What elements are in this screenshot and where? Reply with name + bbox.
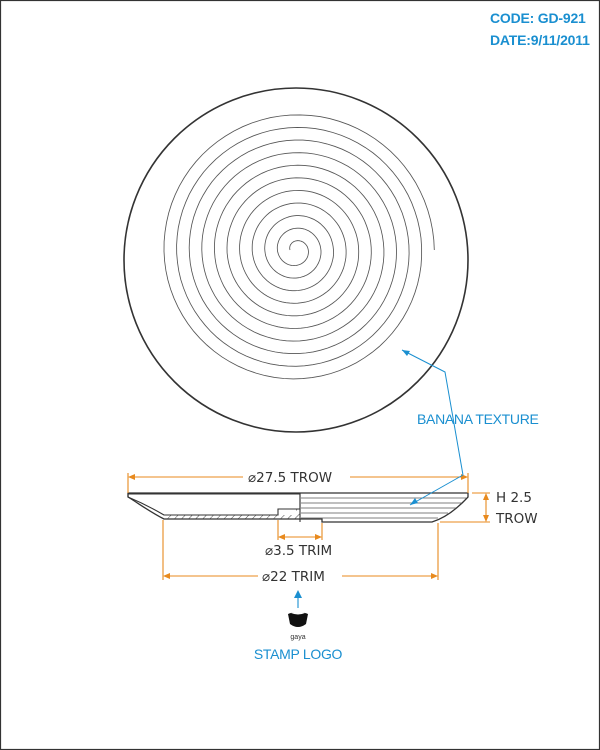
stamp-logo-leader bbox=[294, 590, 302, 608]
plate-rim bbox=[123, 87, 469, 433]
height-label-line2: TROW bbox=[495, 511, 538, 527]
base-diameter-label: ⌀22 TRIM bbox=[262, 569, 325, 585]
plate-profile-outline bbox=[127, 492, 469, 523]
banana-texture-spiral bbox=[163, 114, 435, 380]
arrow-icon bbox=[410, 498, 418, 505]
plate-side-view bbox=[127, 492, 469, 523]
stamp-logo-brand: gaya bbox=[290, 634, 305, 641]
banana-texture-callout: BANANA TEXTURE bbox=[417, 411, 539, 427]
stamp-logo-callout: STAMP LOGO bbox=[254, 646, 343, 662]
foot-ring-label: ⌀3.5 TRIM bbox=[265, 543, 332, 559]
outer-diameter-label: ⌀27.5 TROW bbox=[248, 470, 332, 486]
arrow-icon bbox=[294, 590, 302, 598]
plate-top-view bbox=[123, 87, 469, 433]
banana-texture-leaders bbox=[401, 349, 464, 506]
stamp-logo-icon: gaya bbox=[288, 611, 308, 641]
drawing-code: CODE: GD-921 bbox=[490, 10, 586, 26]
dimension-lines bbox=[127, 473, 490, 580]
drawing-date: DATE:9/11/2011 bbox=[490, 32, 590, 48]
arrow-icon bbox=[402, 350, 410, 356]
height-label-line1: H 2.5 bbox=[496, 490, 532, 506]
side-texture-lines bbox=[301, 497, 466, 519]
plate-section-hatch bbox=[128, 497, 300, 519]
plate-section-solid bbox=[127, 493, 301, 516]
